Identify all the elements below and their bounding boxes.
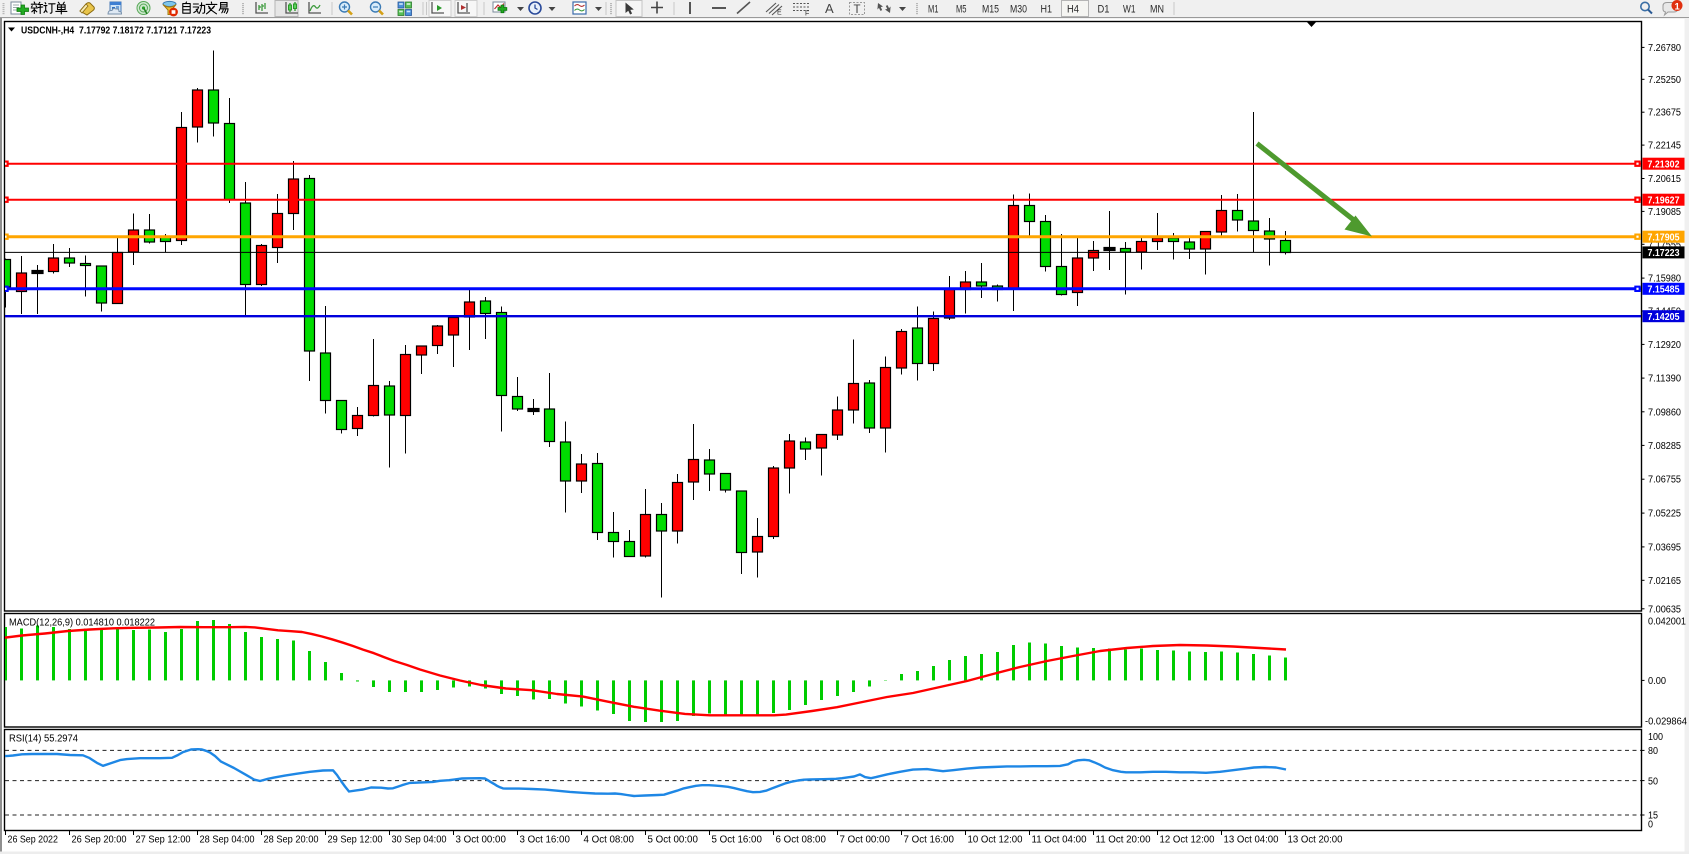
- svg-text:7.05225: 7.05225: [1648, 509, 1681, 520]
- svg-text:5 Oct 16:00: 5 Oct 16:00: [712, 835, 763, 846]
- svg-text:M30: M30: [1010, 4, 1027, 16]
- svg-text:0: 0: [1648, 820, 1653, 831]
- svg-text:7.02165: 7.02165: [1648, 576, 1681, 587]
- svg-text:7.06755: 7.06755: [1648, 475, 1681, 486]
- svg-text:7 Oct 16:00: 7 Oct 16:00: [904, 835, 955, 846]
- svg-text:A: A: [825, 1, 834, 16]
- svg-text:7.26780: 7.26780: [1648, 43, 1681, 54]
- svg-text:7.12920: 7.12920: [1648, 340, 1681, 351]
- svg-text:7.09860: 7.09860: [1648, 407, 1681, 418]
- svg-text:E: E: [777, 10, 782, 17]
- svg-text:0.00: 0.00: [1648, 676, 1666, 687]
- svg-text:7.15980: 7.15980: [1648, 274, 1681, 285]
- svg-text:7.03695: 7.03695: [1648, 542, 1681, 553]
- svg-text:7.15485: 7.15485: [1648, 285, 1680, 296]
- svg-text:M1: M1: [928, 4, 939, 16]
- svg-text:1: 1: [1675, 2, 1681, 13]
- svg-text:7.17555: 7.17555: [1648, 240, 1681, 251]
- svg-text:F: F: [805, 11, 809, 18]
- svg-text:7.25250: 7.25250: [1648, 75, 1681, 86]
- svg-text:28 Sep 04:00: 28 Sep 04:00: [200, 835, 255, 846]
- svg-text:0.042001: 0.042001: [1648, 617, 1686, 628]
- svg-text:W1: W1: [1123, 4, 1136, 16]
- svg-text:4 Oct 08:00: 4 Oct 08:00: [584, 835, 635, 846]
- svg-text:13 Oct 04:00: 13 Oct 04:00: [1224, 835, 1279, 846]
- svg-text:M15: M15: [982, 4, 999, 16]
- svg-text:D1: D1: [1098, 4, 1110, 16]
- svg-text:7.17223: 7.17223: [1648, 248, 1680, 259]
- svg-text:7.14205: 7.14205: [1648, 312, 1680, 323]
- svg-text:80: 80: [1648, 746, 1658, 757]
- svg-text:7.00635: 7.00635: [1648, 604, 1681, 615]
- svg-text:H1: H1: [1041, 4, 1053, 16]
- svg-text:100: 100: [1648, 732, 1663, 743]
- svg-text:-0.029864: -0.029864: [1645, 717, 1687, 728]
- svg-text:27 Sep 12:00: 27 Sep 12:00: [136, 835, 191, 846]
- svg-text:26 Sep 2022: 26 Sep 2022: [8, 835, 59, 846]
- svg-text:7.19627: 7.19627: [1648, 196, 1680, 207]
- svg-text:7.21302: 7.21302: [1648, 160, 1680, 171]
- svg-text:30 Sep 04:00: 30 Sep 04:00: [392, 835, 447, 846]
- svg-text:7.20615: 7.20615: [1648, 174, 1681, 185]
- svg-text:10 Oct 12:00: 10 Oct 12:00: [968, 835, 1023, 846]
- svg-text:3 Oct 00:00: 3 Oct 00:00: [456, 835, 507, 846]
- svg-text:11 Oct 04:00: 11 Oct 04:00: [1032, 835, 1087, 846]
- svg-text:3 Oct 16:00: 3 Oct 16:00: [520, 835, 571, 846]
- svg-text:12 Oct 12:00: 12 Oct 12:00: [1160, 835, 1215, 846]
- svg-text:7.19085: 7.19085: [1648, 207, 1681, 218]
- svg-text:M5: M5: [956, 4, 967, 16]
- svg-text:6 Oct 08:00: 6 Oct 08:00: [776, 835, 827, 846]
- svg-text:7.11390: 7.11390: [1648, 374, 1681, 385]
- svg-text:5 Oct 00:00: 5 Oct 00:00: [648, 835, 699, 846]
- svg-text:7.08285: 7.08285: [1648, 441, 1681, 452]
- svg-text:7.22145: 7.22145: [1648, 141, 1681, 152]
- svg-text:7.23675: 7.23675: [1648, 108, 1681, 119]
- svg-text:RSI(14) 55.2974: RSI(14) 55.2974: [9, 734, 78, 745]
- svg-text:29 Sep 12:00: 29 Sep 12:00: [328, 835, 383, 846]
- svg-text:USDCNH-,H4 7.17792 7.18172 7.: USDCNH-,H4 7.17792 7.18172 7.17121 7.172…: [21, 25, 211, 37]
- svg-text:50: 50: [1648, 776, 1658, 787]
- svg-text:28 Sep 20:00: 28 Sep 20:00: [264, 835, 319, 846]
- svg-text:H4: H4: [1067, 4, 1079, 16]
- svg-text:7.17905: 7.17905: [1648, 233, 1680, 244]
- svg-text:13 Oct 20:00: 13 Oct 20:00: [1288, 835, 1343, 846]
- svg-text:11 Oct 20:00: 11 Oct 20:00: [1096, 835, 1151, 846]
- svg-text:MN: MN: [1150, 4, 1164, 16]
- svg-text:MACD(12,26,9) 0.014810 0.01822: MACD(12,26,9) 0.014810 0.018222: [9, 618, 155, 629]
- svg-text:26 Sep 20:00: 26 Sep 20:00: [72, 835, 127, 846]
- svg-text:15: 15: [1648, 811, 1658, 822]
- svg-text:7 Oct 00:00: 7 Oct 00:00: [840, 835, 891, 846]
- svg-text:T: T: [854, 4, 861, 16]
